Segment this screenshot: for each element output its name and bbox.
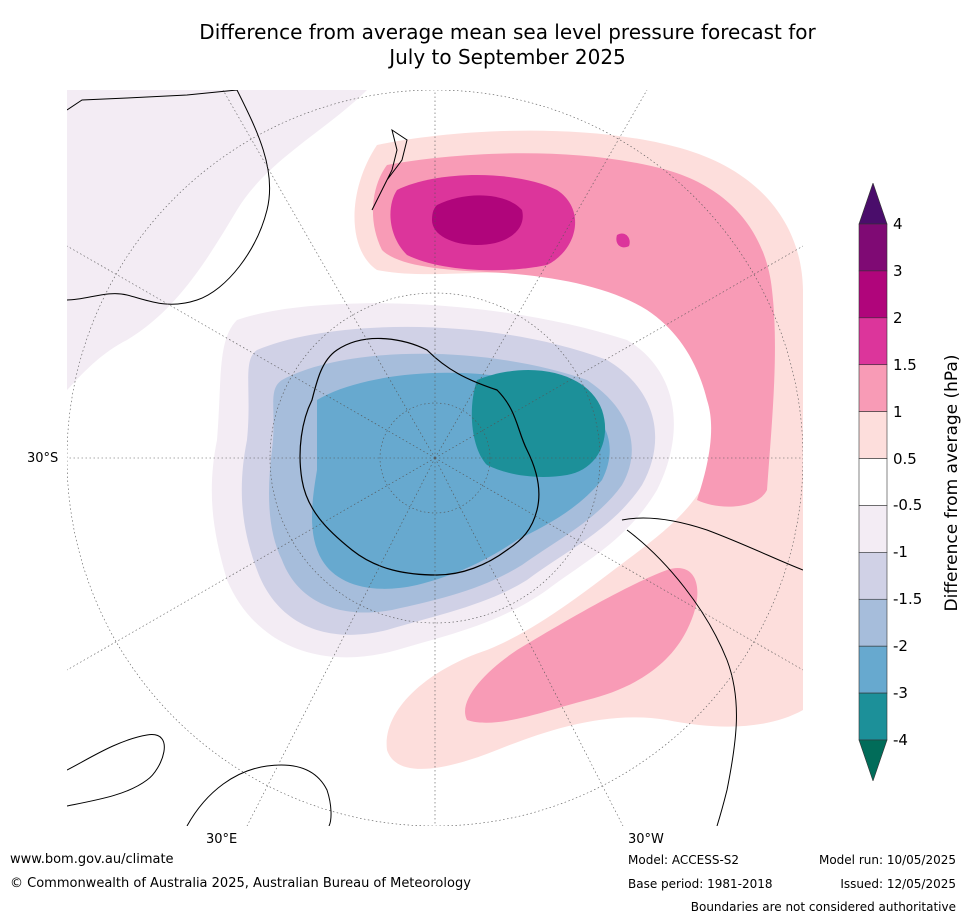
colorbar <box>858 183 888 781</box>
longitude-label-west: 30°W <box>628 832 664 847</box>
pressure-anomaly-map <box>67 90 803 826</box>
colorbar-tick-label: 4 <box>893 215 903 233</box>
colorbar-segment <box>858 317 888 366</box>
colorbar-tick-label: 3 <box>893 261 903 280</box>
colorbar-tick-label: -2 <box>893 637 908 656</box>
colorbar-tick-label: -1 <box>893 543 908 562</box>
colorbar-extend-min <box>858 739 888 781</box>
positive-anomaly-1-5-spot <box>616 233 630 248</box>
colorbar-tick-label: 1 <box>893 402 903 421</box>
colorbar-segment <box>858 411 888 459</box>
africa-coastline <box>67 734 332 826</box>
colorbar-segment <box>858 692 888 741</box>
antarctica-coastline <box>299 337 540 576</box>
model-text: Model: ACCESS-S2 <box>628 853 740 867</box>
colorbar-segment <box>858 552 888 600</box>
colorbar-segment <box>858 598 888 647</box>
disclaimer-text: Boundaries are not considered authoritat… <box>690 900 956 914</box>
base-period-text: Base period: 1981-2018 <box>628 877 773 891</box>
website-link[interactable]: www.bom.gov.au/climate <box>10 852 174 867</box>
colorbar-tick-label: -1.5 <box>893 590 923 609</box>
map-title: Difference from average mean sea level p… <box>60 20 955 70</box>
longitude-graticule <box>67 90 803 826</box>
positive-anomaly-2 <box>432 195 523 245</box>
colorbar-segment <box>858 505 888 553</box>
negative-anomaly-northwest <box>67 90 367 390</box>
positive-anomaly-1-south-atlantic <box>465 568 698 723</box>
colorbar-segment <box>858 223 888 272</box>
longitude-label-east: 30°E <box>206 832 238 847</box>
colorbar-tick-label: 1.5 <box>893 355 917 374</box>
colorbar-label: Difference from average (hPa) <box>942 354 962 612</box>
colorbar-tick-label: -4 <box>893 731 908 749</box>
colorbar-tick-label: 2 <box>893 308 903 327</box>
colorbar-segment <box>858 364 888 412</box>
issued-text: Issued: 12/05/2025 <box>840 877 956 891</box>
latitude-label: 30°S <box>27 451 59 466</box>
colorbar-tick-label: -3 <box>893 684 908 703</box>
map-canvas <box>67 90 803 826</box>
colorbar-segment <box>858 645 888 694</box>
colorbar-tick-label: -0.5 <box>893 496 923 515</box>
negative-anomaly-3 <box>471 370 606 477</box>
australia-coastline <box>67 90 271 305</box>
model-run-text: Model run: 10/05/2025 <box>818 853 956 867</box>
colorbar-segment <box>858 270 888 319</box>
copyright-text: © Commonwealth of Australia 2025, Austra… <box>10 876 471 891</box>
title-line-2: July to September 2025 <box>389 45 626 69</box>
new-zealand-coastline <box>371 128 408 211</box>
colorbar-segment <box>858 458 888 506</box>
south-america-coastline <box>621 517 803 826</box>
colorbar-tick-label: 0.5 <box>893 449 917 468</box>
colorbar-extend-max <box>858 183 888 225</box>
title-line-1: Difference from average mean sea level p… <box>199 20 816 44</box>
